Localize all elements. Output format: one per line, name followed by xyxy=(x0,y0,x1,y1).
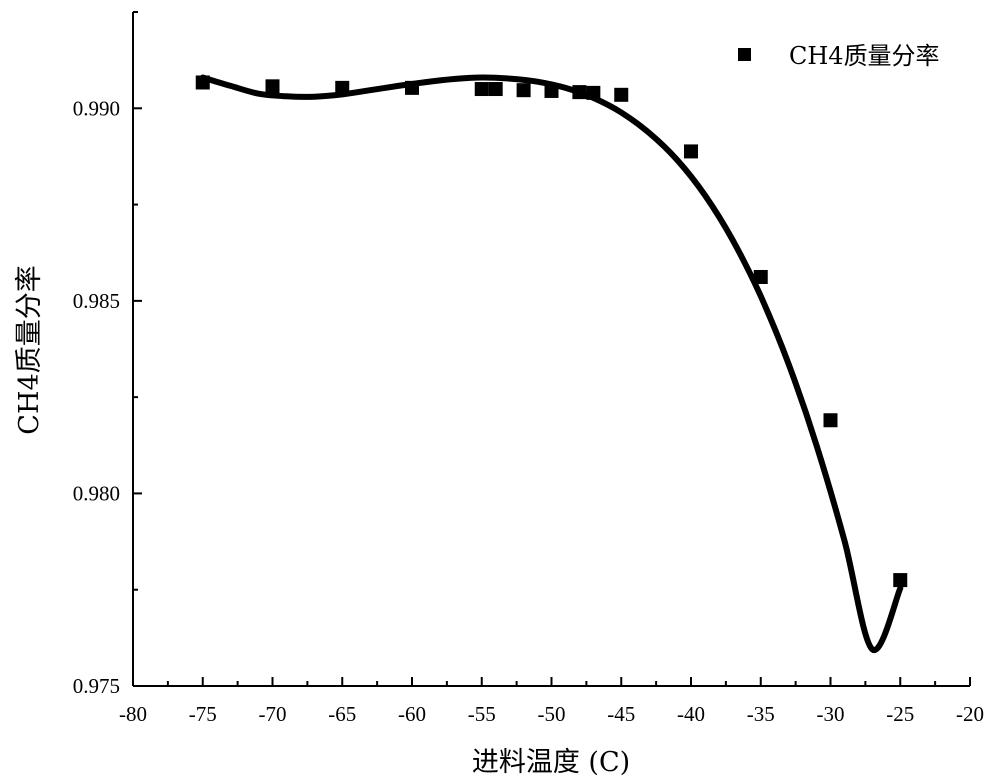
data-point xyxy=(753,269,768,284)
data-point xyxy=(572,85,587,100)
fit-curve xyxy=(199,74,904,653)
x-tick-label: -65 xyxy=(328,702,356,726)
data-point xyxy=(544,83,559,98)
data-point xyxy=(265,79,280,94)
y-ticks: 0.975 0.980 0.985 0.990 xyxy=(73,11,142,698)
x-tick-label: -45 xyxy=(607,702,635,726)
data-point xyxy=(516,83,531,98)
x-axis-title: 进料温度 (C) xyxy=(472,747,630,778)
x-tick-label: -75 xyxy=(189,702,217,726)
legend: CH4质量分率 xyxy=(738,42,940,70)
x-tick-label: -30 xyxy=(817,702,845,726)
x-tick-label: -40 xyxy=(677,702,705,726)
x-tick-label: -60 xyxy=(398,702,426,726)
data-point xyxy=(893,573,908,588)
x-ticks: -80 -75 -70 -65 -60 -55 -50 -45 -40 -35 -30 -25 -20 xyxy=(119,677,984,726)
data-point xyxy=(405,80,419,95)
y-tick-label: 0.990 xyxy=(73,96,120,120)
x-tick-label: -70 xyxy=(259,702,287,726)
x-tick-label: -80 xyxy=(119,702,147,726)
data-point xyxy=(488,82,503,97)
x-tick-label: -25 xyxy=(886,702,914,726)
data-point xyxy=(684,144,698,159)
data-point xyxy=(823,413,838,428)
data-points xyxy=(195,75,908,588)
legend-label: CH4质量分率 xyxy=(789,42,940,70)
y-tick-label: 0.975 xyxy=(73,674,120,698)
x-tick-label: -35 xyxy=(747,702,775,726)
y-axis-title: CH4质量分率 xyxy=(14,265,45,434)
x-tick-label: -50 xyxy=(538,702,566,726)
x-tick-label: -20 xyxy=(956,702,984,726)
data-point xyxy=(335,80,350,95)
data-point xyxy=(474,82,489,97)
data-point xyxy=(195,75,210,90)
data-point xyxy=(586,85,601,100)
plot-axes xyxy=(132,12,970,687)
y-tick-label: 0.985 xyxy=(73,289,120,313)
data-point xyxy=(614,87,629,102)
x-tick-label: -55 xyxy=(468,702,496,726)
y-tick-label: 0.980 xyxy=(73,481,120,505)
legend-marker xyxy=(738,48,751,61)
